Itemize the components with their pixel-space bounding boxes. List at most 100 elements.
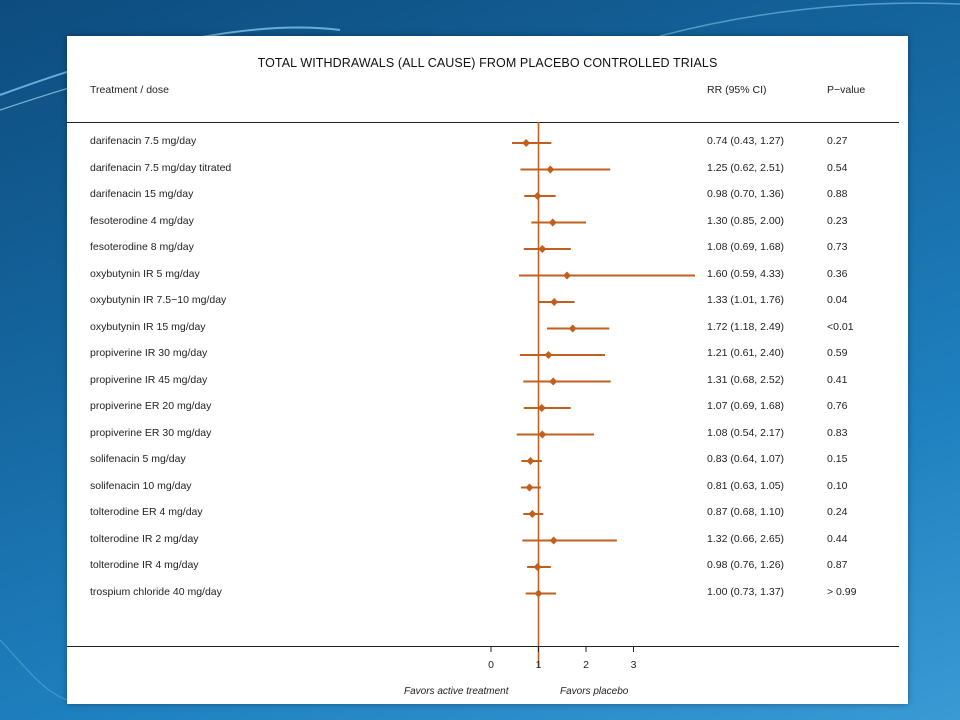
treatment-label: darifenacin 7.5 mg/day — [90, 135, 197, 147]
pvalue-column-header: P−value — [827, 84, 866, 96]
p-value: 0.41 — [827, 373, 848, 386]
table-row: darifenacin 15 mg/day 0.98 (0.70, 1.36) 0.… — [67, 188, 908, 206]
point-estimate — [549, 536, 558, 545]
point-estimate — [538, 245, 547, 253]
table-row: solifenacin 10 mg/day 0.81 (0.63, 1.05) 0.… — [67, 480, 908, 498]
table-row: solifenacin 5 mg/day 0.83 (0.64, 1.07) 0.1… — [67, 453, 908, 471]
table-row: oxybutynin IR 15 mg/day 1.72 (1.18, 2.49)… — [67, 321, 908, 339]
p-value: 0.54 — [827, 161, 848, 174]
point-estimate — [546, 165, 555, 174]
table-row: trospium chloride 40 mg/day 1.00 (0.73, 1… — [67, 586, 908, 604]
rr-value: 1.21 (0.61, 2.40) — [707, 347, 785, 359]
table-row: tolterodine ER 4 mg/day 0.87 (0.68, 1.10)… — [67, 506, 908, 524]
p-value: 0.24 — [827, 506, 848, 518]
treatment-label: fesoterodine 8 mg/day — [90, 241, 194, 253]
treatment-label: fesoterodine 4 mg/day — [90, 214, 194, 227]
p-value: > 0.99 — [827, 585, 857, 598]
point-estimate — [534, 589, 543, 598]
treatment-label: oxybutynin IR 5 mg/day — [90, 267, 200, 280]
treatment-column-header: Treatment / dose — [90, 84, 169, 96]
x-tick-label: 2 — [583, 659, 589, 671]
treatment-label: tolterodine IR 4 mg/day — [90, 559, 199, 571]
p-value: 0.04 — [827, 294, 848, 306]
treatment-label: solifenacin 10 mg/day — [90, 479, 192, 492]
treatment-label: trospium chloride 40 mg/day — [90, 585, 222, 598]
point-estimate — [533, 192, 542, 200]
table-row: darifenacin 7.5 mg/day 0.74 (0.43, 1.27) 0… — [67, 135, 908, 153]
p-value: 0.10 — [827, 479, 848, 492]
treatment-label: tolterodine ER 4 mg/day — [90, 506, 203, 518]
rr-value: 1.25 (0.62, 2.51) — [707, 161, 785, 174]
p-value: 0.76 — [827, 400, 848, 412]
rr-value: 1.33 (1.01, 1.76) — [707, 294, 785, 306]
rr-value: 0.98 (0.76, 1.26) — [707, 559, 785, 571]
header-rule — [67, 122, 899, 123]
p-value: 0.15 — [827, 453, 848, 465]
treatment-label: propiverine ER 20 mg/day — [90, 400, 212, 412]
p-value: 0.27 — [827, 135, 848, 147]
table-row: darifenacin 7.5 mg/day titrated 1.25 (0.6… — [67, 162, 908, 180]
point-estimate — [522, 139, 531, 147]
p-value: 0.36 — [827, 267, 848, 280]
point-estimate — [526, 457, 535, 465]
p-value: 0.44 — [827, 532, 848, 545]
rr-value: 1.72 (1.18, 2.49) — [707, 320, 785, 333]
treatment-label: tolterodine IR 2 mg/day — [90, 532, 199, 545]
favors-active-label: Favors active treatment — [404, 686, 509, 697]
table-row: fesoterodine 4 mg/day 1.30 (0.85, 2.00) 0.… — [67, 215, 908, 233]
table-row: propiverine ER 20 mg/day 1.07 (0.69, 1.68… — [67, 400, 908, 418]
rr-value: 0.81 (0.63, 1.05) — [707, 479, 785, 492]
treatment-label: propiverine ER 30 mg/day — [90, 426, 212, 439]
x-tick-label: 3 — [631, 659, 637, 671]
rr-value: 1.00 (0.73, 1.37) — [707, 585, 785, 598]
favors-placebo-label: Favors placebo — [560, 686, 629, 697]
point-estimate — [537, 404, 546, 412]
treatment-label: oxybutynin IR 7.5−10 mg/day — [90, 294, 227, 306]
table-row: propiverine IR 45 mg/day 1.31 (0.68, 2.52… — [67, 374, 908, 392]
rr-value: 1.30 (0.85, 2.00) — [707, 214, 785, 227]
treatment-label: darifenacin 7.5 mg/day titrated — [90, 161, 232, 174]
point-estimate — [550, 298, 559, 306]
point-estimate — [548, 218, 557, 227]
x-tick-label: 0 — [488, 659, 494, 671]
rr-value: 1.07 (0.69, 1.68) — [707, 400, 785, 412]
forest-plot: 0 1 2 3 — [488, 122, 695, 671]
table-row: fesoterodine 8 mg/day 1.08 (0.69, 1.68) 0.… — [67, 241, 908, 259]
point-estimate — [563, 271, 571, 280]
x-tick-label: 1 — [536, 659, 542, 671]
chart-title: TOTAL WITHDRAWALS (ALL CAUSE) FROM PLACE… — [257, 56, 718, 70]
point-estimate — [525, 483, 534, 492]
rr-value: 1.32 (0.66, 2.65) — [707, 532, 785, 545]
table-row: tolterodine IR 2 mg/day 1.32 (0.66, 2.65)… — [67, 533, 908, 551]
table-row: tolterodine IR 4 mg/day 0.98 (0.76, 1.26)… — [67, 559, 908, 577]
table-row: propiverine IR 30 mg/day 1.21 (0.61, 2.40… — [67, 347, 908, 365]
treatment-label: oxybutynin IR 15 mg/day — [90, 320, 206, 333]
p-value: <0.01 — [827, 320, 854, 333]
rr-value: 0.74 (0.43, 1.27) — [707, 135, 785, 147]
p-value: 0.87 — [827, 559, 848, 571]
rr-value: 0.83 (0.64, 1.07) — [707, 453, 785, 465]
point-estimate — [538, 430, 547, 439]
table-row: oxybutynin IR 5 mg/day 1.60 (0.59, 4.33) 0… — [67, 268, 908, 286]
point-estimate — [533, 563, 542, 571]
point-estimate — [528, 510, 537, 518]
point-estimate — [544, 351, 553, 359]
rr-value: 1.60 (0.59, 4.33) — [707, 267, 785, 280]
axis-rule — [67, 646, 899, 647]
treatment-label: solifenacin 5 mg/day — [90, 453, 186, 465]
rr-value: 0.98 (0.70, 1.36) — [707, 188, 785, 200]
rr-value: 1.08 (0.69, 1.68) — [707, 241, 785, 253]
table-row: oxybutynin IR 7.5−10 mg/day 1.33 (1.01, 1… — [67, 294, 908, 312]
table-row: propiverine ER 30 mg/day 1.08 (0.54, 2.17… — [67, 427, 908, 445]
treatment-label: darifenacin 15 mg/day — [90, 188, 194, 200]
chart-panel: TOTAL WITHDRAWALS (ALL CAUSE) FROM PLACE… — [67, 36, 908, 704]
treatment-label: propiverine IR 30 mg/day — [90, 347, 208, 359]
p-value: 0.73 — [827, 241, 848, 253]
p-value: 0.59 — [827, 347, 848, 359]
point-estimate — [568, 324, 577, 333]
rr-value: 0.87 (0.68, 1.10) — [707, 506, 785, 518]
p-value: 0.23 — [827, 214, 848, 227]
p-value: 0.83 — [827, 426, 848, 439]
rr-value: 1.08 (0.54, 2.17) — [707, 426, 785, 439]
p-value: 0.88 — [827, 188, 848, 200]
